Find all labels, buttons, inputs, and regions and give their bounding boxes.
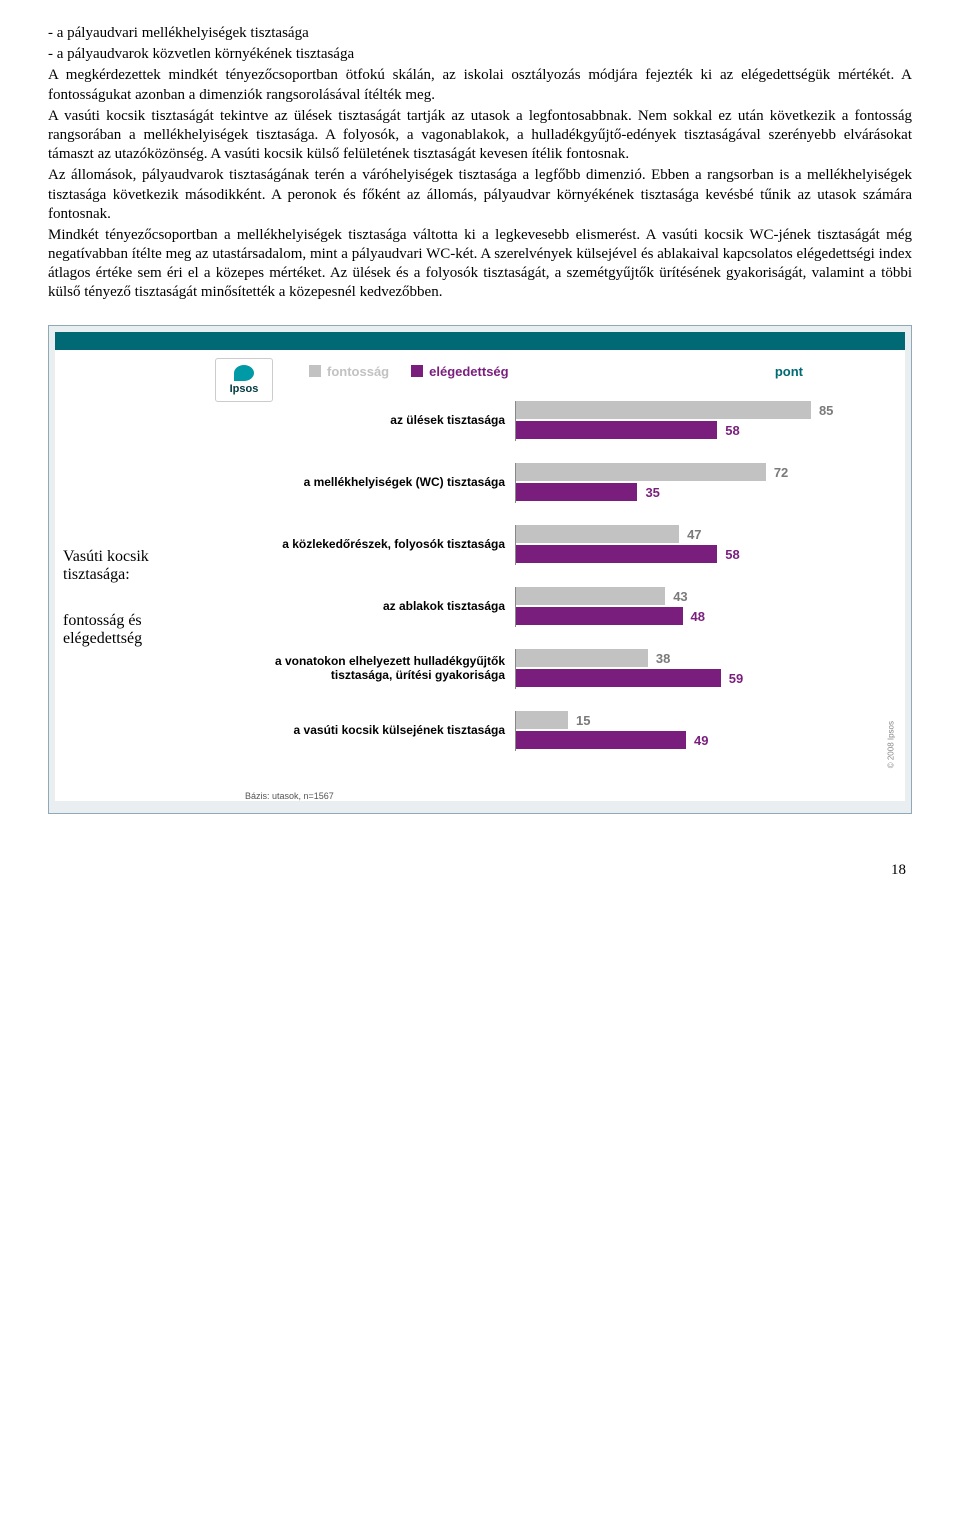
chart-side-title-1: Vasúti kocsik tisztasága: xyxy=(63,548,199,584)
legend-label-fontossag: fontosság xyxy=(327,364,389,379)
bar-value-elegedettseg: 59 xyxy=(729,671,743,686)
bar-value-elegedettseg: 48 xyxy=(691,609,705,624)
chart-container: Ipsos Vasúti kocsik tisztasága: fontossá… xyxy=(48,325,912,814)
bar-value-fontossag: 38 xyxy=(656,651,670,666)
chart-side-titles: Vasúti kocsik tisztasága: fontosság és e… xyxy=(55,350,205,783)
metric-label: a vonatokon elhelyezett hulladékgyűjtők … xyxy=(215,655,515,683)
bullet-1: - a pályaudvari mellékhelyiségek tisztas… xyxy=(48,24,912,43)
metric-row: az ülések tisztasága 85 58 xyxy=(215,401,863,441)
bar-value-fontossag: 72 xyxy=(774,465,788,480)
body-text-block: - a pályaudvari mellékhelyiségek tisztas… xyxy=(48,24,912,303)
bar-elegedettseg xyxy=(516,483,637,501)
page-number: 18 xyxy=(48,862,912,879)
paragraph-1: A megkérdezettek mindkét tényezőcsoportb… xyxy=(48,66,912,104)
bar-fontossag xyxy=(516,525,679,543)
paragraph-2: A vasúti kocsik tisztaságát tekintve az … xyxy=(48,107,912,165)
metric-row: a közlekedőrészek, folyosók tisztasága 47… xyxy=(215,525,863,565)
legend-label-elegedettseg: elégedettség xyxy=(429,364,508,379)
metric-row: a mellékhelyiségek (WC) tisztasága 72 35 xyxy=(215,463,863,503)
bar-fontossag xyxy=(516,587,665,605)
paragraph-4: Mindkét tényezőcsoportban a mellékhelyis… xyxy=(48,226,912,303)
bar-value-elegedettseg: 58 xyxy=(725,423,739,438)
bullet-2: - a pályaudvarok közvetlen környékének t… xyxy=(48,45,912,64)
bar-fontossag xyxy=(516,711,568,729)
bar-elegedettseg xyxy=(516,545,717,563)
bar-fontossag xyxy=(516,463,766,481)
paragraph-3: Az állomások, pályaudvarok tisztaságának… xyxy=(48,166,912,224)
chart-basis: Bázis: utasok, n=1567 xyxy=(245,791,905,801)
bar-value-elegedettseg: 35 xyxy=(645,485,659,500)
legend-unit: pont xyxy=(775,364,803,379)
metric-row: az ablakok tisztasága 43 48 xyxy=(215,587,863,627)
metric-label: a vasúti kocsik külsejének tisztasága xyxy=(215,724,515,738)
chart-side-title-2: fontosság és elégedettség xyxy=(63,612,199,648)
legend-swatch-fontossag xyxy=(309,365,321,377)
bar-fontossag xyxy=(516,401,811,419)
bar-elegedettseg xyxy=(516,669,721,687)
metric-label: a mellékhelyiségek (WC) tisztasága xyxy=(215,476,515,490)
metric-label: az ülések tisztasága xyxy=(215,414,515,428)
chart-legend: fontosság elégedettség pont xyxy=(295,364,863,379)
metric-row: a vasúti kocsik külsejének tisztasága 15 4… xyxy=(215,711,863,751)
chart-top-band xyxy=(55,332,905,350)
legend-swatch-elegedettseg xyxy=(411,365,423,377)
chart-body: fontosság elégedettség pont az ülések ti… xyxy=(205,350,905,783)
bar-value-fontossag: 85 xyxy=(819,403,833,418)
bar-elegedettseg xyxy=(516,607,683,625)
metric-row: a vonatokon elhelyezett hulladékgyűjtők … xyxy=(215,649,863,689)
bar-elegedettseg xyxy=(516,731,686,749)
metric-label: az ablakok tisztasága xyxy=(215,600,515,614)
bar-value-fontossag: 15 xyxy=(576,713,590,728)
bar-value-fontossag: 47 xyxy=(687,527,701,542)
bar-fontossag xyxy=(516,649,648,667)
chart-copyright: © 2008 Ipsos xyxy=(886,721,895,768)
bar-value-fontossag: 43 xyxy=(673,589,687,604)
bar-elegedettseg xyxy=(516,421,717,439)
bar-value-elegedettseg: 58 xyxy=(725,547,739,562)
bar-value-elegedettseg: 49 xyxy=(694,733,708,748)
metric-label: a közlekedőrészek, folyosók tisztasága xyxy=(215,538,515,552)
chart-bars: az ülések tisztasága 85 58 a mellékhelyiség… xyxy=(215,401,863,751)
